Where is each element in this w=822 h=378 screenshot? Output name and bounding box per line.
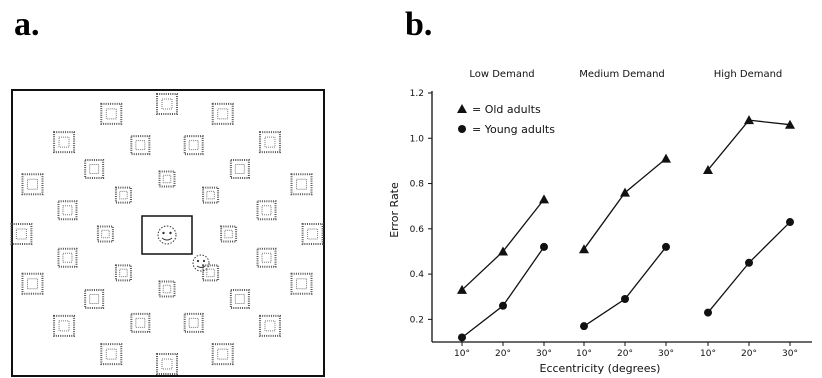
stimulus-square xyxy=(229,158,250,179)
x-tick-label: 20° xyxy=(495,349,511,359)
stimulus-square xyxy=(290,173,313,196)
stimulus-square xyxy=(130,135,151,156)
stimulus-square xyxy=(114,264,132,282)
panel-b-letter: b. xyxy=(405,6,433,43)
stimulus-square xyxy=(156,93,178,115)
stimulus-square xyxy=(202,186,220,204)
stimulus-square xyxy=(258,131,281,154)
stimulus-square xyxy=(211,102,234,125)
x-tick-label: 30° xyxy=(782,349,798,359)
x-tick-label: 10° xyxy=(576,349,592,359)
stimulus-squares xyxy=(10,93,324,375)
stimulus-square xyxy=(256,247,277,268)
legend-young-marker xyxy=(458,125,466,133)
group-title: High Demand xyxy=(714,69,783,80)
data-point-circle xyxy=(662,242,670,251)
center-target-box xyxy=(141,215,193,255)
stimulus-square xyxy=(211,343,234,366)
data-point-circle xyxy=(704,308,712,317)
data-point-triangle xyxy=(457,284,467,294)
data-point-triangle xyxy=(661,153,671,163)
stimulus-square xyxy=(100,102,123,125)
x-axis-label: Eccentricity (degrees) xyxy=(540,362,661,375)
x-tick-label: 10° xyxy=(454,349,470,359)
stimulus-square xyxy=(10,223,33,245)
data-point-circle xyxy=(745,258,753,267)
data-point-triangle xyxy=(620,187,630,197)
data-point-triangle xyxy=(498,246,508,256)
legend-old-label: = Old adults xyxy=(472,103,541,116)
y-tick-label: 1.2 xyxy=(410,89,424,99)
stimulus-square xyxy=(130,312,151,333)
stimulus-square xyxy=(57,247,78,268)
x-tick-label: 30° xyxy=(536,349,552,359)
series-line xyxy=(707,221,791,313)
stimulus-square xyxy=(202,264,220,282)
series-line xyxy=(707,119,791,171)
stimulus-square xyxy=(84,158,105,179)
legend: = Old adults = Young adults xyxy=(457,103,555,136)
stimulus-square xyxy=(84,289,105,310)
stimulus-square xyxy=(258,314,281,337)
stimulus-square xyxy=(53,314,76,337)
stimulus-square xyxy=(100,343,123,366)
x-tick-label: 30° xyxy=(658,349,674,359)
series-line xyxy=(461,246,545,338)
y-tick-label: 0.4 xyxy=(410,270,425,280)
stimulus-square xyxy=(183,312,204,333)
stimulus-square xyxy=(21,272,44,295)
legend-old-marker xyxy=(457,104,467,113)
series-line xyxy=(461,198,545,291)
x-tick-label: 20° xyxy=(617,349,633,359)
stimulus-square xyxy=(114,186,132,204)
data-point-triangle xyxy=(539,194,549,204)
group-title: Low Demand xyxy=(469,69,534,80)
data-point-circle xyxy=(621,294,629,303)
data-point-circle xyxy=(499,301,507,310)
stimulus-square xyxy=(96,225,114,243)
stimulus-square xyxy=(220,225,238,243)
y-axis-label: Error Rate xyxy=(388,182,401,238)
y-tick-label: 0.2 xyxy=(410,315,424,325)
y-tick-label: 0.6 xyxy=(410,225,425,235)
stimulus-square xyxy=(183,135,204,156)
y-tick-label: 1.0 xyxy=(410,134,425,144)
x-tick-label: 10° xyxy=(700,349,716,359)
stimulus-square xyxy=(301,223,324,245)
center-face-icon xyxy=(157,225,177,245)
series-line xyxy=(583,158,667,250)
stimulus-square xyxy=(158,280,176,298)
series-line xyxy=(583,246,667,327)
stimulus-square xyxy=(158,170,176,188)
stimulus-square xyxy=(290,272,313,295)
data-point-triangle xyxy=(703,164,713,174)
data-point-circle xyxy=(458,333,466,342)
stimulus-square xyxy=(57,200,78,221)
stimulus-frame xyxy=(11,89,325,377)
data-point-circle xyxy=(786,218,794,227)
stimulus-square xyxy=(256,200,277,221)
data-point-triangle xyxy=(785,119,795,129)
group-title: Medium Demand xyxy=(579,69,665,80)
peripheral-face-icon xyxy=(192,254,210,272)
x-tick-label: 20° xyxy=(741,349,757,359)
stimulus-square xyxy=(229,289,250,310)
data-point-circle xyxy=(580,322,588,331)
stimulus-square xyxy=(53,131,76,154)
data-point-triangle xyxy=(579,244,589,254)
data-point-triangle xyxy=(744,115,754,125)
panel-a-letter: a. xyxy=(14,6,40,43)
y-tick-label: 0.8 xyxy=(410,180,425,190)
legend-young-label: = Young adults xyxy=(472,123,555,136)
data-point-circle xyxy=(540,242,548,251)
stimulus-square xyxy=(21,173,44,196)
stimulus-square xyxy=(156,353,178,375)
